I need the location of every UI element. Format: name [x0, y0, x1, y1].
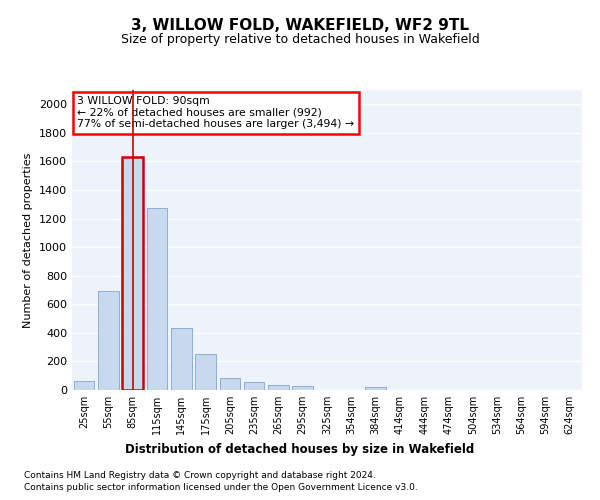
Bar: [122, 157, 143, 390]
Text: Size of property relative to detached houses in Wakefield: Size of property relative to detached ho…: [121, 32, 479, 46]
Text: Contains public sector information licensed under the Open Government Licence v3: Contains public sector information licen…: [24, 484, 418, 492]
Bar: [98, 290, 119, 390]
Bar: [171, 328, 191, 390]
Text: 3, WILLOW FOLD, WAKEFIELD, WF2 9TL: 3, WILLOW FOLD, WAKEFIELD, WF2 9TL: [131, 18, 469, 32]
Bar: [292, 386, 313, 390]
Text: Contains HM Land Registry data © Crown copyright and database right 2024.: Contains HM Land Registry data © Crown c…: [24, 471, 376, 480]
Bar: [268, 385, 289, 390]
Bar: [146, 208, 167, 390]
Bar: [74, 380, 94, 390]
Bar: [220, 378, 240, 390]
Text: 3 WILLOW FOLD: 90sqm
← 22% of detached houses are smaller (992)
77% of semi-deta: 3 WILLOW FOLD: 90sqm ← 22% of detached h…: [77, 96, 354, 129]
Y-axis label: Number of detached properties: Number of detached properties: [23, 152, 34, 328]
Bar: [244, 382, 265, 390]
Bar: [365, 387, 386, 390]
Bar: [195, 354, 216, 390]
Text: Distribution of detached houses by size in Wakefield: Distribution of detached houses by size …: [125, 442, 475, 456]
